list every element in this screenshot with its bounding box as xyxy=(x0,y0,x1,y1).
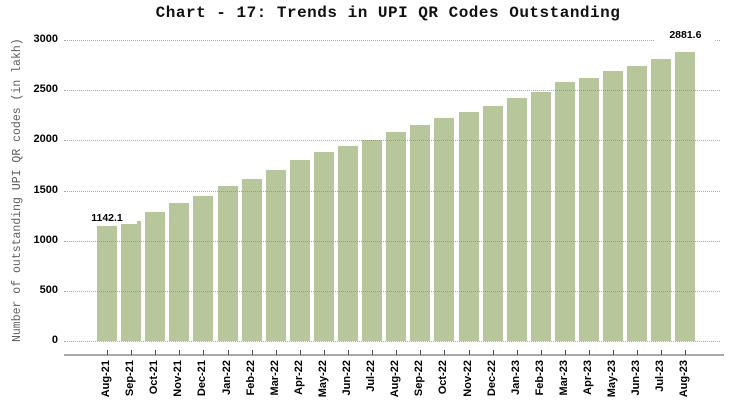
x-tick-label-Dec-21: Dec-21 xyxy=(196,360,209,397)
bar-Apr-23 xyxy=(579,77,599,341)
x-tick-label-Aug-23: Aug-23 xyxy=(678,360,691,398)
x-tick-label-Jul-22: Jul-22 xyxy=(365,360,378,392)
x-tick-label-Feb-22: Feb-22 xyxy=(244,360,257,396)
y-tick-label-2500: 2500 xyxy=(33,83,58,95)
x-tick-label-Nov-22: Nov-22 xyxy=(461,360,474,397)
gridline-500 xyxy=(64,291,720,292)
bar-Jul-23 xyxy=(651,58,672,341)
x-tick-Jun-22 xyxy=(348,350,349,355)
bar-Mar-23 xyxy=(554,82,575,341)
x-tick-label-Aug-22: Aug-22 xyxy=(389,360,402,398)
y-tick-label-0: 0 xyxy=(51,334,58,346)
bar-Jun-22 xyxy=(338,145,358,341)
bar-Nov-21 xyxy=(169,202,190,341)
bar-Aug-21 xyxy=(97,226,117,341)
gridline-1500 xyxy=(64,191,720,192)
x-tick-Sep-21 xyxy=(131,350,133,355)
bar-Jun-23 xyxy=(627,66,648,341)
x-axis-line xyxy=(64,354,724,356)
x-tick-Dec-21 xyxy=(203,350,205,355)
x-tick-label-May-23: May-23 xyxy=(606,360,619,398)
x-tick-Aug-22 xyxy=(396,350,398,355)
x-tick-label-Dec-22: Dec-22 xyxy=(485,360,498,397)
bar-Jan-23 xyxy=(506,98,527,341)
x-tick-Aug-23 xyxy=(685,350,687,355)
x-tick-Sep-22 xyxy=(420,350,422,355)
bar-Apr-22 xyxy=(289,159,310,341)
bar-May-23 xyxy=(603,71,624,341)
x-tick-label-Sep-22: Sep-22 xyxy=(413,360,426,397)
bar-Feb-22 xyxy=(241,179,262,341)
x-tick-Jan-22 xyxy=(227,350,229,355)
chart-title: Chart - 17: Trends in UPI QR Codes Outst… xyxy=(155,4,621,22)
x-tick-label-Jun-23: Jun-23 xyxy=(630,360,643,396)
x-tick-label-Jan-23: Jan-23 xyxy=(509,360,522,395)
bar-Oct-22 xyxy=(434,118,455,341)
gridline-0 xyxy=(64,341,720,342)
bar-Dec-21 xyxy=(193,195,214,341)
x-tick-label-Apr-22: Apr-22 xyxy=(292,360,305,395)
y-tick-label-500: 500 xyxy=(39,284,58,296)
y-tick-label-1000: 1000 xyxy=(33,234,58,246)
x-tick-Feb-23 xyxy=(540,350,542,355)
bar-Jul-22 xyxy=(362,139,383,341)
x-tick-label-Mar-23: Mar-23 xyxy=(557,360,570,396)
bar-Feb-23 xyxy=(530,92,551,341)
x-tick-label-Jun-22: Jun-22 xyxy=(341,360,353,396)
data-label-Aug-23: 2881.6 xyxy=(655,29,716,41)
x-tick-Oct-22 xyxy=(444,350,446,355)
x-tick-label-Sep-21: Sep-21 xyxy=(124,360,137,397)
bar-Jan-22 xyxy=(217,186,238,341)
x-tick-label-Jan-22: Jan-22 xyxy=(220,360,233,395)
plot-area xyxy=(64,40,720,342)
bar-Nov-22 xyxy=(458,112,479,341)
x-tick-Apr-22 xyxy=(299,350,301,355)
bar-Mar-22 xyxy=(265,169,286,341)
x-tick-Nov-22 xyxy=(468,350,470,355)
data-label-Aug-21: 1142.1 xyxy=(77,213,137,225)
x-tick-label-Aug-21: Aug-21 xyxy=(100,360,112,398)
x-tick-Jul-23 xyxy=(661,350,663,355)
x-tick-label-May-22: May-22 xyxy=(316,360,329,398)
bar-May-22 xyxy=(313,151,334,341)
y-tick-label-3000: 3000 xyxy=(33,33,58,45)
x-tick-label-Nov-21: Nov-21 xyxy=(172,360,185,397)
x-tick-Aug-21 xyxy=(107,350,108,355)
gridline-2500 xyxy=(64,90,720,91)
x-tick-label-Oct-22: Oct-22 xyxy=(437,360,450,395)
bar-Aug-23 xyxy=(675,51,696,341)
bar-Oct-21 xyxy=(145,212,166,341)
gridline-3000 xyxy=(64,40,720,41)
bar-Dec-22 xyxy=(482,105,503,341)
bar-Sep-22 xyxy=(410,125,431,341)
y-tick-label-2000: 2000 xyxy=(33,133,58,145)
x-tick-Jan-23 xyxy=(516,350,518,355)
x-tick-Nov-21 xyxy=(179,350,181,355)
x-tick-label-Jul-23: Jul-23 xyxy=(654,360,667,392)
y-tick-label-1500: 1500 xyxy=(33,184,58,196)
x-tick-May-23 xyxy=(613,350,615,355)
x-tick-Mar-22 xyxy=(275,350,277,355)
x-tick-Mar-23 xyxy=(564,350,566,355)
x-tick-label-Apr-23: Apr-23 xyxy=(582,360,594,395)
x-tick-label-Oct-21: Oct-21 xyxy=(148,360,161,395)
x-tick-Jul-22 xyxy=(372,350,374,355)
gridline-1000 xyxy=(64,241,720,242)
bar-Aug-22 xyxy=(386,132,407,341)
x-tick-Feb-22 xyxy=(251,350,253,355)
x-tick-Dec-22 xyxy=(492,350,494,355)
x-tick-Jun-23 xyxy=(637,350,639,355)
gridline-2000 xyxy=(64,140,720,141)
x-tick-label-Mar-22: Mar-22 xyxy=(268,360,281,396)
bar-Sep-21 xyxy=(121,220,142,341)
x-tick-label-Feb-23: Feb-23 xyxy=(533,360,546,396)
x-tick-Apr-23 xyxy=(589,350,590,355)
x-tick-May-22 xyxy=(323,350,325,355)
x-tick-Oct-21 xyxy=(155,350,157,355)
